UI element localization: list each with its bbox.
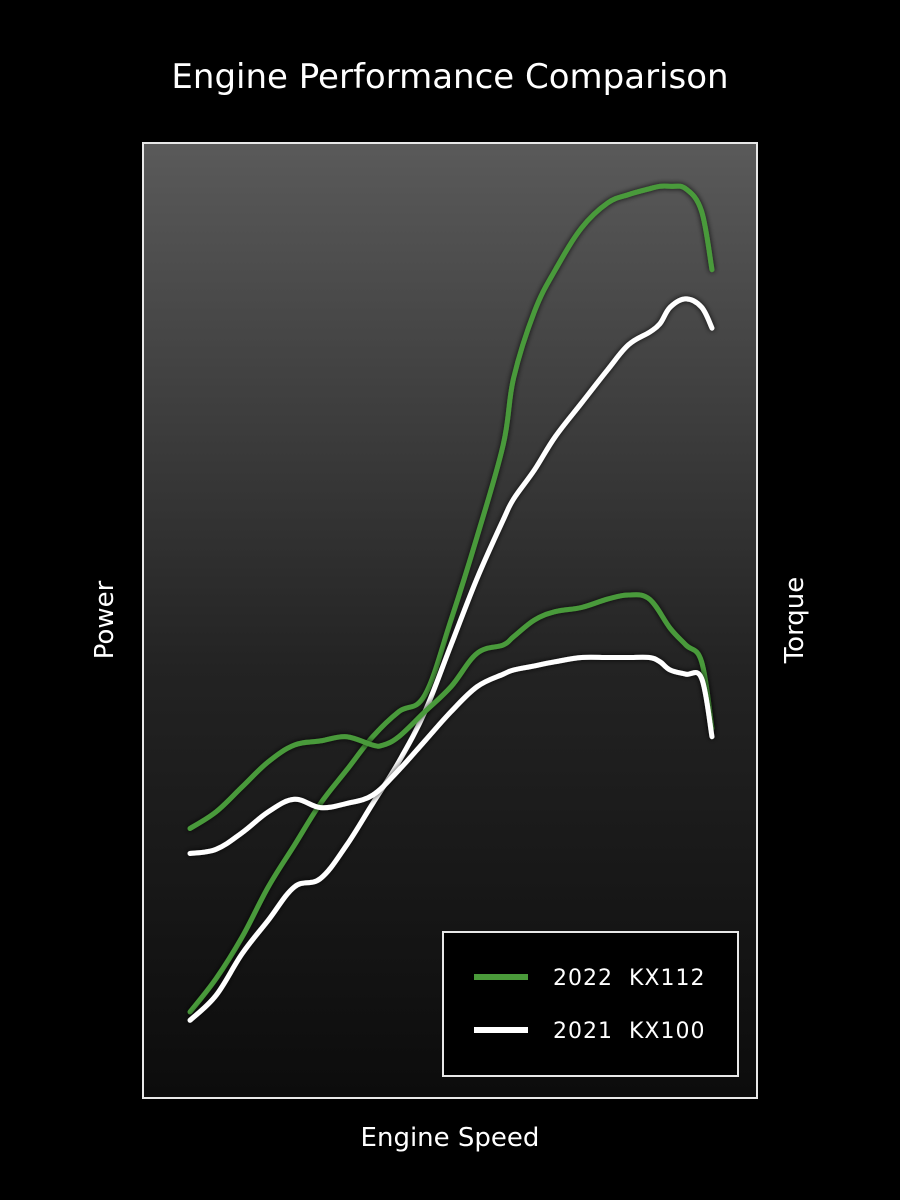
legend-box [442, 931, 739, 1077]
series-line-2022-kx112-torque [187, 592, 715, 831]
y-axis-right-label: Torque [780, 577, 810, 665]
series-line-2021-kx100-torque [187, 654, 715, 856]
series-layer [187, 183, 715, 1023]
y-axis-left-label: Power [90, 580, 120, 659]
legend-label-kx100: 2021 KX100 [553, 1019, 705, 1044]
chart-title: Engine Performance Comparison [171, 57, 728, 97]
legend: 2022 KX112 2021 KX100 [442, 931, 739, 1077]
series-line-2021-kx100-power [187, 296, 715, 1023]
series-line-2022-kx112-power [187, 183, 715, 1015]
legend-label-kx112: 2022 KX112 [553, 966, 705, 991]
x-axis-label: Engine Speed [361, 1123, 540, 1153]
